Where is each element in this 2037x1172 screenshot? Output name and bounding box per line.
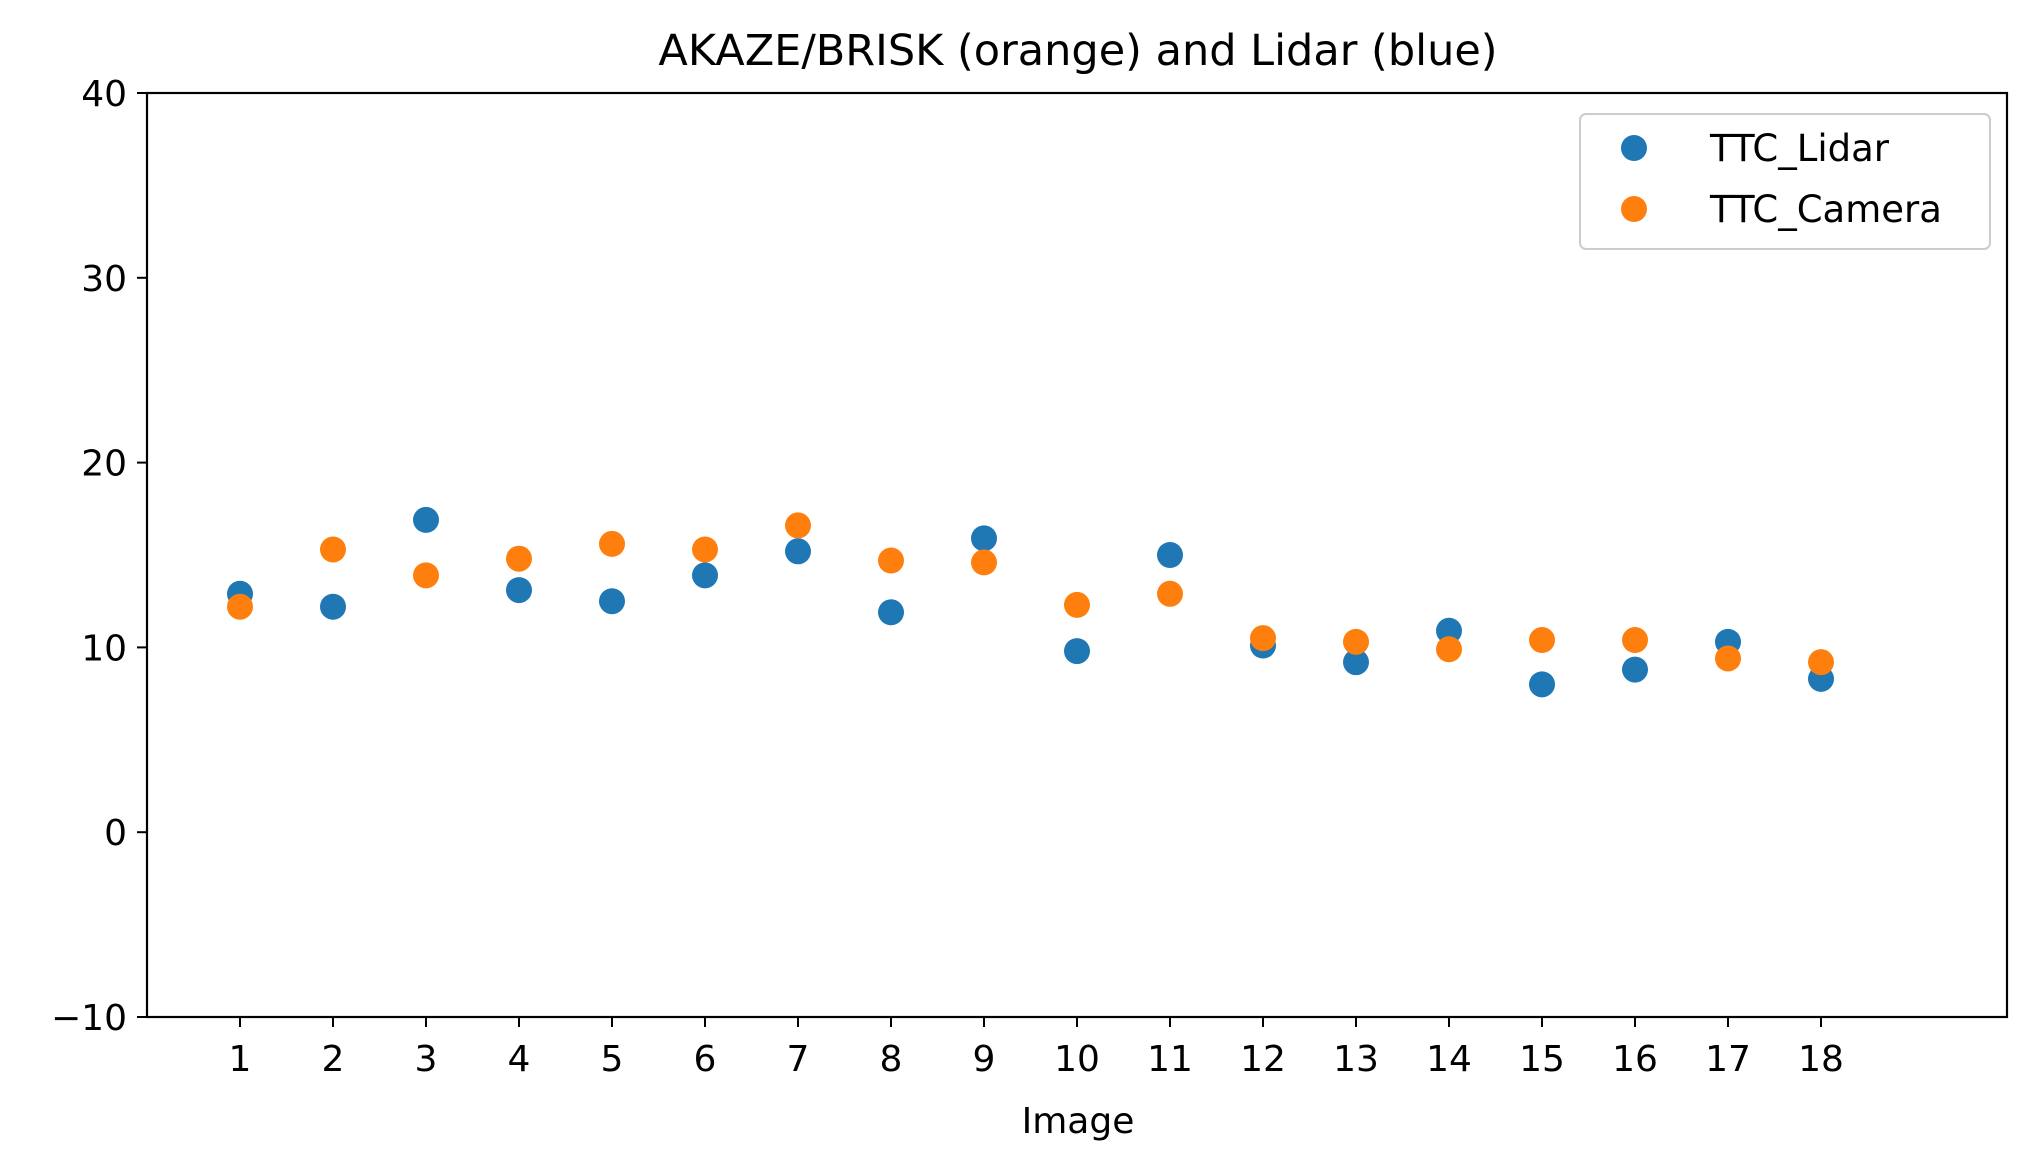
data-point	[1343, 649, 1369, 676]
x-tick-label: 16	[1612, 1039, 1658, 1080]
y-tick-label: 40	[81, 74, 127, 115]
legend: TTC_Lidar TTC_Camera	[1579, 113, 1991, 250]
data-point	[1808, 649, 1834, 676]
x-tick-label: 5	[601, 1039, 624, 1080]
data-point	[1157, 580, 1183, 607]
data-point	[692, 536, 718, 563]
x-tick-label: 17	[1705, 1039, 1751, 1080]
x-tick-label: 12	[1240, 1039, 1286, 1080]
legend-marker-ttc-camera	[1621, 196, 1647, 222]
data-points	[227, 506, 1834, 698]
data-point	[1715, 645, 1741, 672]
x-tick-label: 9	[973, 1039, 996, 1080]
data-point	[1436, 636, 1462, 663]
y-tick-label: 20	[81, 444, 127, 485]
x-tick-label: 2	[322, 1039, 345, 1080]
data-point	[1064, 591, 1090, 618]
y-tick-label: −10	[51, 998, 127, 1039]
series-ttc-camera	[227, 512, 1834, 676]
data-point	[1436, 617, 1462, 644]
data-point	[1343, 628, 1369, 655]
data-point	[320, 536, 346, 563]
data-point	[1622, 656, 1648, 683]
data-point	[971, 525, 997, 552]
x-tick-label: 15	[1519, 1039, 1565, 1080]
data-point	[506, 577, 532, 604]
x-tick-label: 11	[1147, 1039, 1193, 1080]
x-tick-label: 3	[415, 1039, 438, 1080]
y-tick-label: 30	[81, 259, 127, 300]
data-point	[1622, 627, 1648, 654]
x-axis-label: Image	[1022, 1101, 1135, 1142]
x-tick-label: 8	[880, 1039, 903, 1080]
data-point	[599, 530, 625, 557]
data-point	[1529, 627, 1555, 654]
data-point	[506, 545, 532, 572]
x-tick-label: 6	[694, 1039, 717, 1080]
x-tick-label: 7	[787, 1039, 810, 1080]
legend-label-ttc-lidar: TTC_Lidar	[1709, 127, 1890, 170]
legend-box	[1579, 113, 1991, 250]
y-tick-label: 10	[81, 628, 127, 669]
data-point	[692, 562, 718, 589]
data-point	[413, 506, 439, 533]
x-tick-label: 18	[1798, 1039, 1844, 1080]
data-point	[971, 549, 997, 576]
data-point	[785, 512, 811, 539]
data-point	[227, 593, 253, 620]
data-point	[1250, 625, 1276, 652]
data-point	[878, 547, 904, 574]
chart-title: AKAZE/BRISK (orange) and Lidar (blue)	[658, 26, 1497, 76]
data-point	[785, 538, 811, 565]
x-tick-label: 1	[229, 1039, 252, 1080]
data-point	[878, 599, 904, 626]
plot-frame	[145, 91, 2009, 1019]
data-point	[1157, 542, 1183, 568]
x-tick-label: 4	[508, 1039, 531, 1080]
x-tick-label: 14	[1426, 1039, 1472, 1080]
legend-marker-ttc-lidar	[1621, 135, 1647, 161]
data-point	[413, 562, 439, 589]
x-tick-label: 10	[1054, 1039, 1100, 1080]
data-point	[1529, 671, 1555, 698]
data-point	[320, 593, 346, 620]
y-tick-label: 0	[104, 813, 127, 854]
legend-label-ttc-camera: TTC_Camera	[1709, 188, 1942, 231]
x-tick-label: 13	[1333, 1039, 1379, 1080]
data-point	[1064, 638, 1090, 665]
data-point	[599, 588, 625, 615]
